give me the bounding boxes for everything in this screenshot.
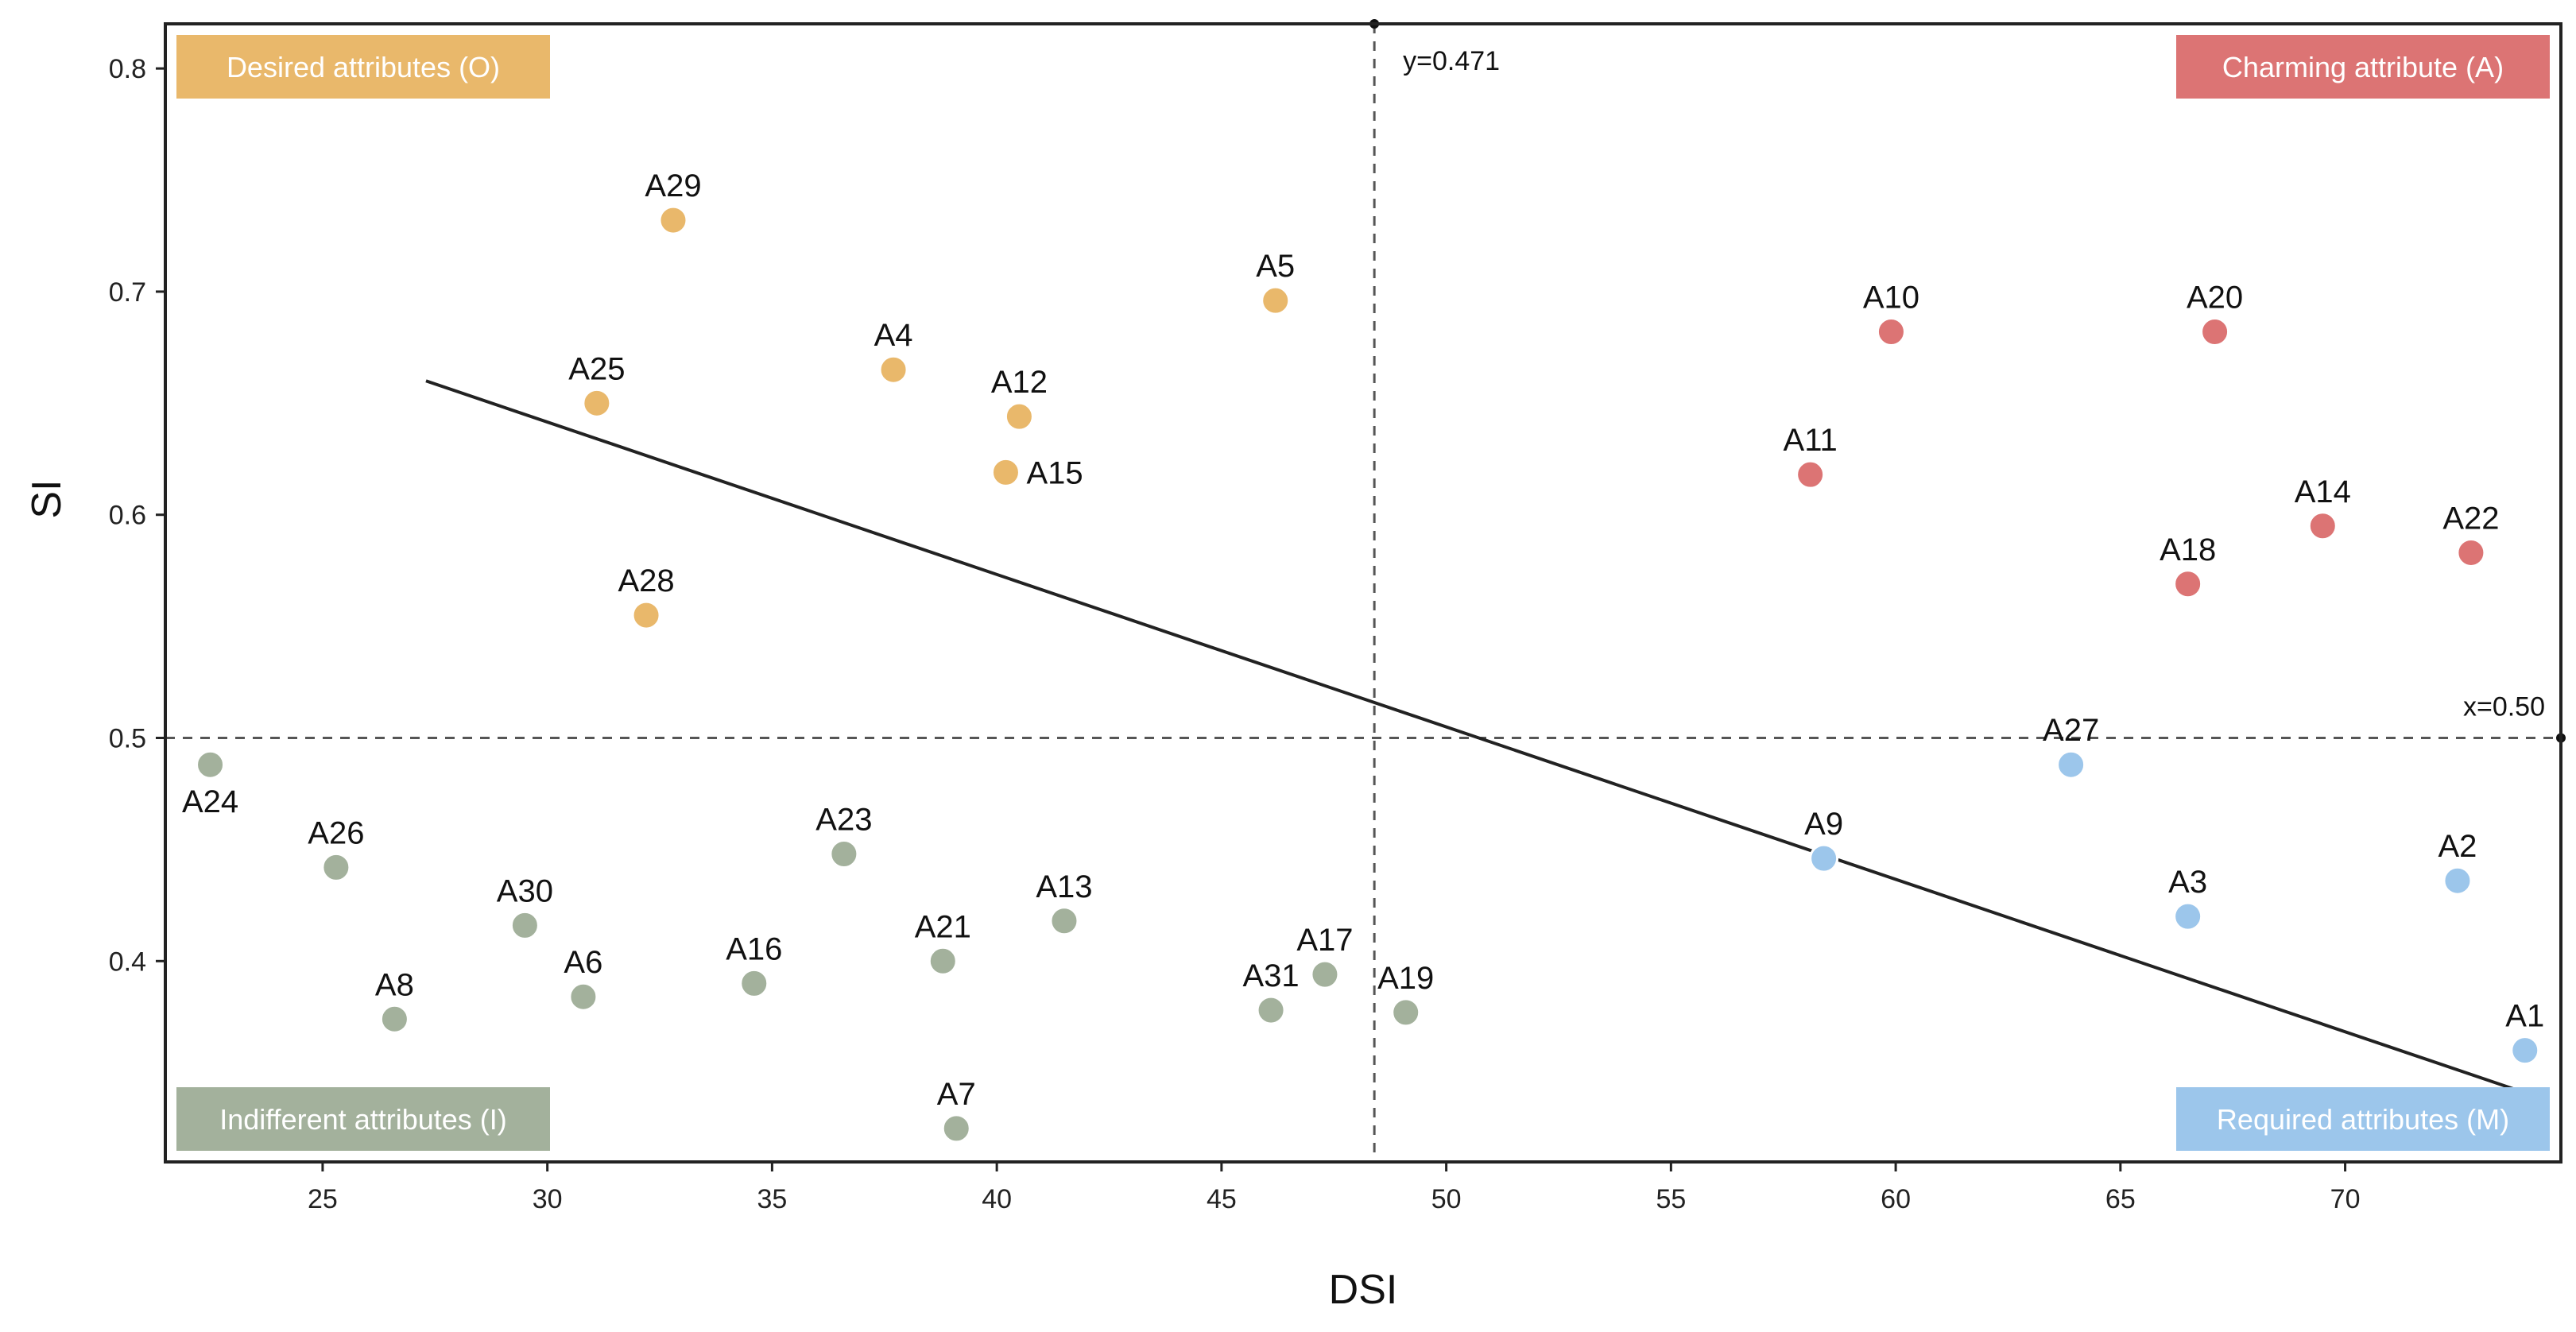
data-point-a24 — [196, 749, 226, 780]
reference-line-vertical-label: y=0.471 — [1403, 46, 1500, 76]
data-point-label: A4 — [874, 318, 913, 353]
data-point-label: A26 — [308, 815, 364, 850]
data-point-a9 — [1809, 843, 1839, 873]
data-point-label: A25 — [568, 351, 625, 386]
data-point-a8 — [379, 1004, 409, 1034]
data-point-a26 — [321, 852, 351, 882]
data-point-label: A2 — [2438, 829, 2477, 864]
x-tick-label: 25 — [308, 1184, 338, 1214]
data-point-a23 — [829, 839, 859, 869]
x-tick-label: 50 — [1431, 1184, 1462, 1214]
data-point-a7 — [941, 1113, 971, 1144]
y-axis-title: SI — [24, 479, 70, 518]
x-tick-label: 65 — [2105, 1184, 2136, 1214]
reference-line-horizontal-label: x=0.50 — [2463, 692, 2545, 722]
data-point-label: A29 — [645, 168, 701, 203]
y-tick-label: 0.6 — [109, 501, 146, 531]
quadrant-label-a: Charming attribute (A) — [2222, 51, 2504, 83]
data-point-label: A28 — [618, 563, 674, 598]
data-point-label: A23 — [815, 803, 872, 838]
x-tick-label: 70 — [2330, 1184, 2361, 1214]
data-point-a5 — [1261, 285, 1291, 316]
data-point-label: A13 — [1036, 869, 1092, 904]
quadrant-badge-m — [2176, 1087, 2550, 1151]
data-point-a12 — [1004, 401, 1034, 432]
data-point-label: A12 — [991, 365, 1048, 400]
data-point-label: A18 — [2160, 532, 2216, 567]
data-point-a27 — [2056, 749, 2086, 780]
data-point-a30 — [509, 910, 540, 940]
data-point-a25 — [582, 388, 612, 418]
data-point-a2 — [2442, 865, 2473, 896]
y-tick-label: 0.7 — [109, 277, 146, 308]
data-point-label: A5 — [1256, 249, 1295, 284]
data-point-label: A20 — [2187, 280, 2243, 315]
data-point-a1 — [2510, 1036, 2540, 1066]
data-point-label: A21 — [915, 909, 971, 944]
data-point-label: A17 — [1296, 923, 1353, 958]
x-axis-title: DSI — [1329, 1267, 1398, 1313]
data-point-a13 — [1049, 906, 1079, 936]
data-point-label: A27 — [2043, 713, 2099, 748]
data-point-a6 — [568, 982, 598, 1012]
data-point-label: A30 — [497, 873, 553, 908]
data-point-a18 — [2173, 569, 2203, 599]
data-point-label: A11 — [1784, 423, 1838, 458]
data-point-label: A7 — [937, 1077, 976, 1112]
quadrant-label-o: Desired attributes (O) — [227, 51, 500, 83]
trend-line — [425, 379, 2526, 1094]
data-point-label: A24 — [182, 784, 238, 819]
data-point-a20 — [2200, 316, 2230, 347]
quadrant-badge-a — [2176, 35, 2550, 99]
plot-frame — [164, 22, 2562, 1164]
data-point-label: A6 — [564, 945, 602, 980]
data-point-label: A10 — [1863, 280, 1919, 315]
data-point-a14 — [2307, 511, 2338, 541]
quadrant-label-m: Required attributes (M) — [2217, 1103, 2509, 1136]
data-point-a15 — [990, 457, 1021, 487]
data-point-label: A9 — [1804, 807, 1843, 842]
data-point-label: A19 — [1377, 961, 1434, 996]
data-point-a17 — [1310, 959, 1340, 989]
data-point-a16 — [739, 968, 769, 998]
data-point-label: A1 — [2505, 999, 2544, 1034]
data-point-a31 — [1256, 995, 1286, 1025]
data-point-a21 — [928, 946, 958, 976]
y-tick-label: 0.8 — [109, 54, 146, 84]
data-point-a29 — [658, 205, 688, 235]
data-point-a11 — [1795, 459, 1826, 490]
quadrant-label-i: Indifferent attributes (I) — [219, 1103, 507, 1136]
quadrant-badge-o — [176, 35, 550, 99]
data-point-a3 — [2173, 901, 2203, 931]
data-point-a10 — [1876, 316, 1906, 347]
quadrant-badge-i — [176, 1087, 550, 1151]
x-tick-label: 30 — [533, 1184, 563, 1214]
y-tick-label: 0.4 — [109, 947, 146, 977]
data-point-a22 — [2456, 537, 2486, 567]
data-point-label: A31 — [1242, 958, 1299, 993]
x-tick-label: 55 — [1656, 1184, 1686, 1214]
data-point-label: A14 — [2295, 474, 2351, 509]
x-tick-label: 45 — [1207, 1184, 1237, 1214]
data-point-label: A16 — [726, 931, 782, 966]
data-point-label: A15 — [1026, 455, 1083, 490]
data-point-a28 — [631, 600, 661, 630]
data-point-a19 — [1391, 997, 1421, 1028]
x-tick-label: 40 — [982, 1184, 1012, 1214]
x-tick-label: 35 — [757, 1184, 787, 1214]
data-point-label: A3 — [2168, 865, 2207, 900]
y-tick-label: 0.5 — [109, 724, 146, 754]
x-tick-label: 60 — [1881, 1184, 1911, 1214]
data-point-label: A22 — [2442, 501, 2499, 536]
data-point-a4 — [878, 354, 908, 385]
data-point-label: A8 — [375, 967, 414, 1002]
